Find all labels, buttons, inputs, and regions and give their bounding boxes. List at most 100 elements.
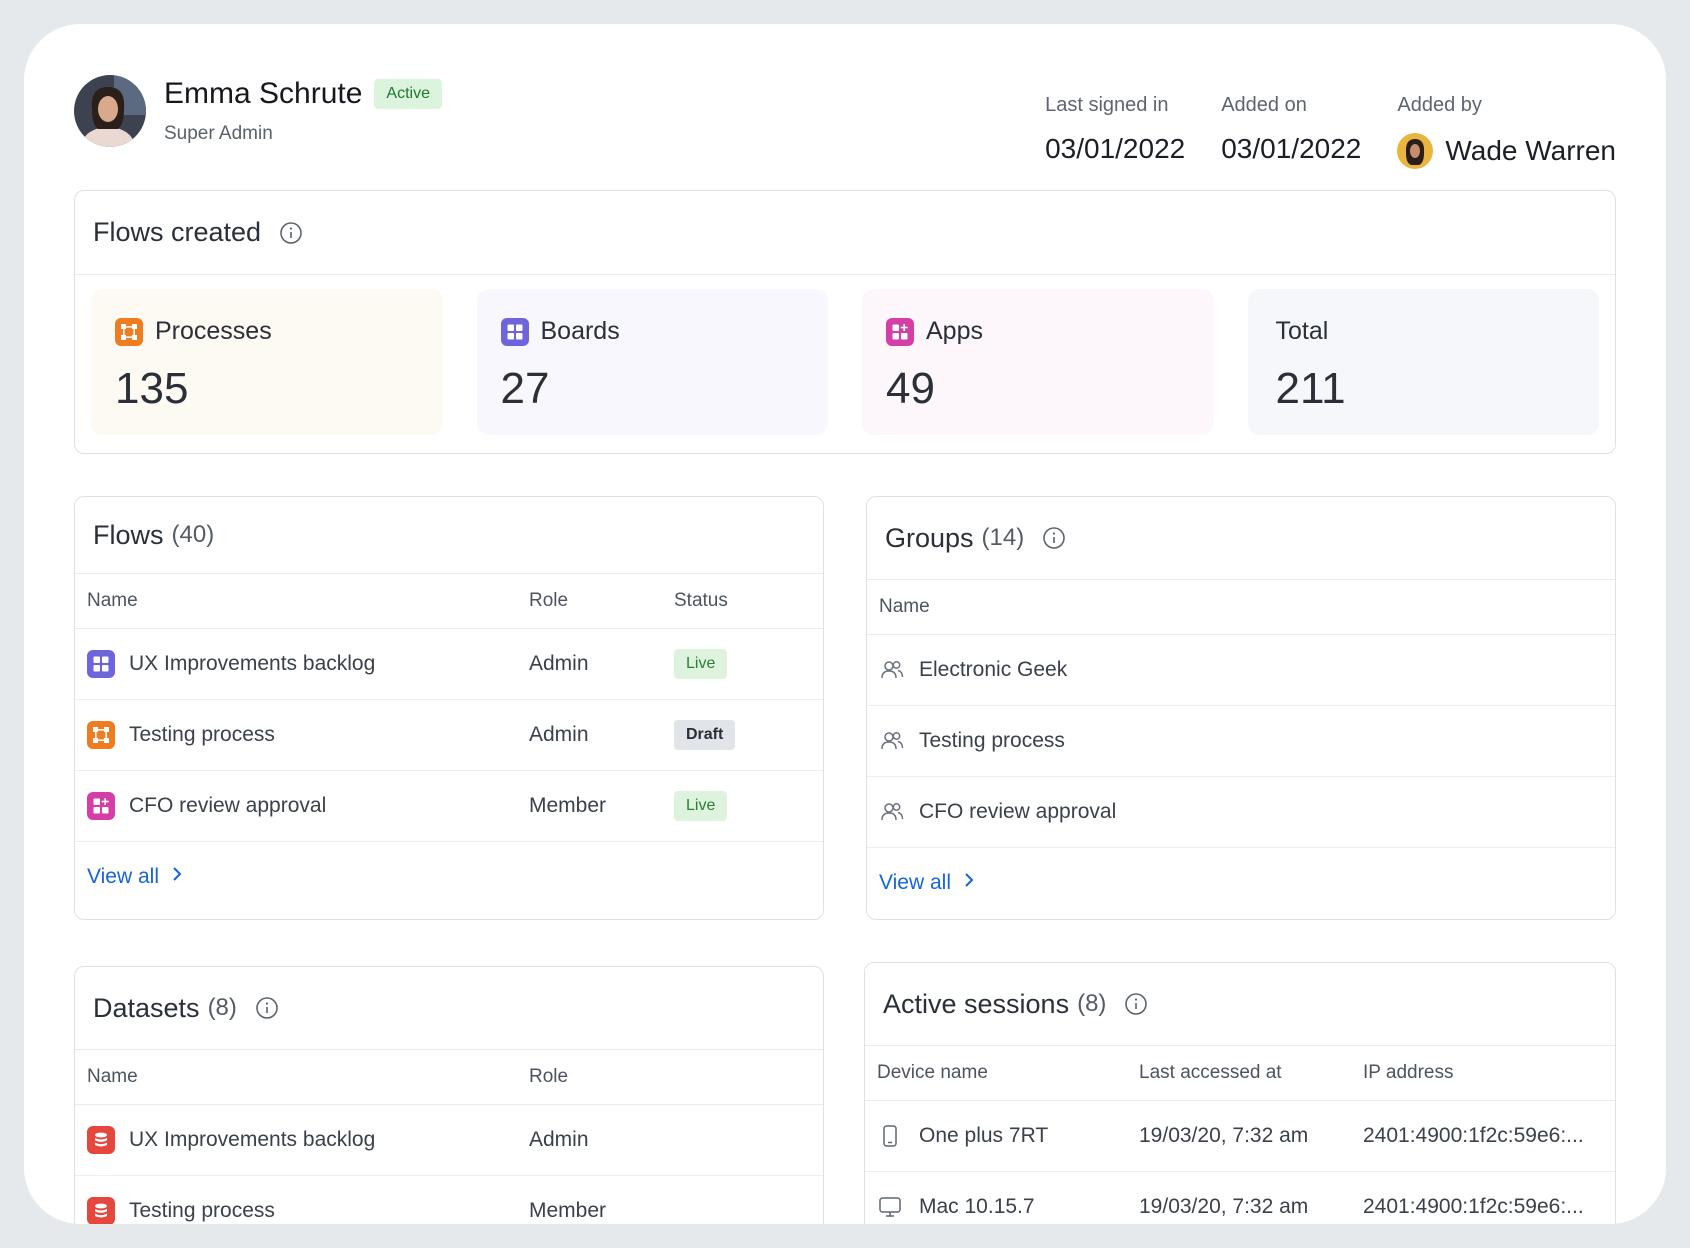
group-icon (879, 657, 905, 683)
meta-last-signed-in: Last signed in 03/01/2022 (1045, 72, 1185, 169)
column-header: Role (517, 1050, 823, 1105)
app-frame: Emma Schrute Active Super Admin Last sig… (24, 24, 1666, 1224)
table-row[interactable]: Testing process (867, 705, 1615, 777)
card-title: Flows (93, 519, 164, 550)
chevron-right-icon (171, 865, 183, 888)
group-icon (879, 728, 905, 754)
view-all-flows-link[interactable]: View all (75, 842, 823, 912)
stat-label: Boards (540, 317, 620, 345)
card-count: (40) (171, 521, 215, 548)
ip-address: 2401:4900:1f2c:59e6:... (1351, 1100, 1615, 1172)
group-icon (879, 799, 905, 825)
table-row[interactable]: Testing process Member (75, 1175, 823, 1224)
column-header: Name (75, 574, 517, 629)
column-header: Device name (865, 1046, 1127, 1101)
table-row[interactable]: Testing process Admin Draft (75, 699, 823, 771)
card-title: Flows created (93, 217, 262, 247)
column-header: Name (75, 1050, 517, 1105)
stat-label: Apps (926, 317, 983, 345)
column-header: IP address (1351, 1046, 1615, 1101)
table-row[interactable]: UX Improvements backlog Admin Live (75, 628, 823, 700)
dataset-role: Member (517, 1175, 823, 1224)
stat-value: 49 (886, 364, 935, 413)
stat-apps: Apps 49 (862, 289, 1214, 435)
table-row[interactable]: Electronic Geek (867, 634, 1615, 706)
user-meta: Last signed in 03/01/2022 Added on 03/01… (1009, 72, 1616, 169)
info-icon[interactable] (1042, 526, 1066, 550)
process-icon (87, 720, 115, 749)
board-icon (87, 649, 115, 678)
flows-table: Name Role Status UX Improvements backlog… (75, 574, 823, 842)
status-badge: Live (674, 648, 728, 679)
last-accessed: 19/03/20, 7:32 am (1127, 1100, 1351, 1172)
datasets-card: Datasets (8) Name Role UX Imp (74, 966, 824, 1224)
user-role: Super Admin (164, 123, 273, 144)
meta-label: Last signed in (1045, 94, 1169, 116)
column-header: Name (867, 580, 1615, 635)
card-title: Groups (885, 522, 974, 553)
user-avatar (74, 75, 146, 147)
view-all-label: View all (879, 870, 951, 894)
table-row[interactable]: CFO review approval Member Live (75, 770, 823, 842)
view-all-groups-link[interactable]: View all (867, 848, 1615, 918)
flows-created-card: Flows created Processes 135 (74, 190, 1616, 454)
stat-total: Total 211 (1247, 289, 1599, 435)
active-sessions-card: Active sessions (8) Device name Last acc… (864, 962, 1616, 1224)
info-icon[interactable] (255, 996, 279, 1020)
datasets-table: Name Role UX Improvements backlog Admin (75, 1050, 823, 1224)
flow-name[interactable]: CFO review approval (129, 793, 327, 817)
profile-header: Emma Schrute Active Super Admin (74, 72, 442, 150)
meta-added-by: Added by Wade Warren (1397, 72, 1616, 169)
stat-label: Processes (155, 317, 272, 345)
database-icon (87, 1125, 115, 1154)
column-header: Last accessed at (1127, 1046, 1351, 1101)
group-name[interactable]: Testing process (919, 728, 1065, 752)
dataset-role: Admin (517, 1104, 823, 1176)
view-all-label: View all (87, 864, 159, 888)
dataset-name[interactable]: UX Improvements backlog (129, 1127, 376, 1151)
chevron-right-icon (963, 871, 975, 894)
table-row[interactable]: Mac 10.15.7 19/03/20, 7:32 am 2401:4900:… (865, 1171, 1615, 1224)
last-accessed: 19/03/20, 7:32 am (1127, 1171, 1351, 1224)
info-icon[interactable] (279, 221, 303, 245)
stat-value: 135 (115, 364, 189, 413)
info-icon[interactable] (1124, 992, 1148, 1016)
stat-value: 27 (500, 364, 550, 413)
card-title: Active sessions (883, 988, 1070, 1019)
added-by-avatar (1397, 133, 1434, 169)
process-icon (115, 317, 143, 346)
database-icon (87, 1196, 115, 1224)
user-name: Emma Schrute (164, 77, 363, 110)
flows-card: Flows (40) Name Role Status UX Improveme… (74, 496, 824, 920)
flow-role: Admin (517, 628, 662, 700)
app-icon (87, 791, 115, 820)
group-name[interactable]: Electronic Geek (919, 657, 1068, 681)
meta-label: Added on (1221, 94, 1307, 116)
ip-address: 2401:4900:1f2c:59e6:... (1351, 1171, 1615, 1224)
device-name: One plus 7RT (919, 1123, 1049, 1147)
added-by-name[interactable]: Wade Warren (1445, 135, 1616, 166)
meta-value: 03/01/2022 (1221, 133, 1362, 164)
meta-added-on: Added on 03/01/2022 (1221, 72, 1361, 169)
board-icon (500, 317, 529, 346)
dataset-name[interactable]: Testing process (129, 1198, 275, 1222)
groups-card: Groups (14) Name Electronic Geek (866, 496, 1616, 920)
sessions-table: Device name Last accessed at IP address … (865, 1046, 1615, 1224)
monitor-icon (877, 1194, 903, 1220)
meta-label: Added by (1397, 94, 1482, 116)
phone-icon (877, 1123, 903, 1149)
table-row[interactable]: One plus 7RT 19/03/20, 7:32 am 2401:4900… (865, 1100, 1615, 1172)
group-name[interactable]: CFO review approval (919, 799, 1117, 823)
flow-name[interactable]: UX Improvements backlog (129, 651, 376, 675)
card-title: Datasets (93, 992, 200, 1023)
card-count: (14) (981, 524, 1025, 551)
flow-name[interactable]: Testing process (129, 722, 275, 746)
table-row[interactable]: CFO review approval (867, 776, 1615, 848)
meta-value: 03/01/2022 (1045, 133, 1186, 164)
table-row[interactable]: UX Improvements backlog Admin (75, 1104, 823, 1176)
stat-value: 211 (1275, 364, 1346, 413)
stat-label: Total (1275, 317, 1329, 345)
stat-processes: Processes 135 (91, 289, 443, 435)
stat-boards: Boards 27 (476, 289, 828, 435)
column-header: Role (517, 574, 662, 629)
